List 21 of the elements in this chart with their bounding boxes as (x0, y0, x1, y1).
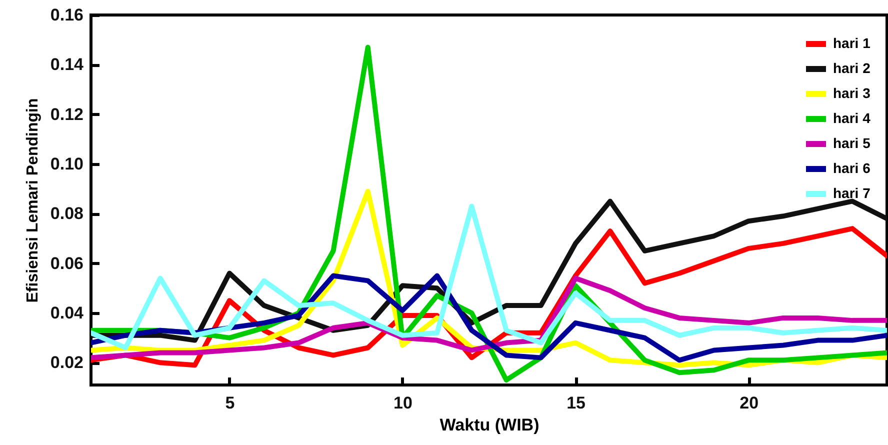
y-tick-label: 0.08 (50, 204, 84, 224)
legend-label: hari 2 (833, 60, 871, 76)
y-tick-label: 0.16 (50, 6, 84, 24)
y-axis-title: Efisiensi Lemari Pendingin (24, 98, 42, 303)
legend-label: hari 6 (833, 160, 871, 176)
y-tick-label: 0.06 (50, 254, 84, 273)
y-tick-label: 0.02 (50, 353, 84, 372)
legend-label: hari 4 (833, 110, 871, 126)
legend-label: hari 1 (833, 35, 871, 51)
x-axis-title: Waktu (WIB) (440, 416, 540, 434)
y-tick-label: 0.04 (50, 303, 84, 322)
x-tick-label: 5 (225, 394, 235, 412)
legend-label: hari 5 (833, 135, 871, 151)
y-tick-label: 0.14 (50, 55, 84, 74)
y-tick-label: 0.10 (50, 154, 84, 174)
y-tick-label: 0.12 (50, 104, 84, 124)
x-tick-label: 20 (740, 394, 759, 412)
legend-label: hari 3 (833, 85, 871, 101)
x-tick-label: 15 (566, 394, 586, 412)
legend-label: hari 7 (833, 185, 871, 201)
x-tick-label: 10 (394, 394, 412, 412)
